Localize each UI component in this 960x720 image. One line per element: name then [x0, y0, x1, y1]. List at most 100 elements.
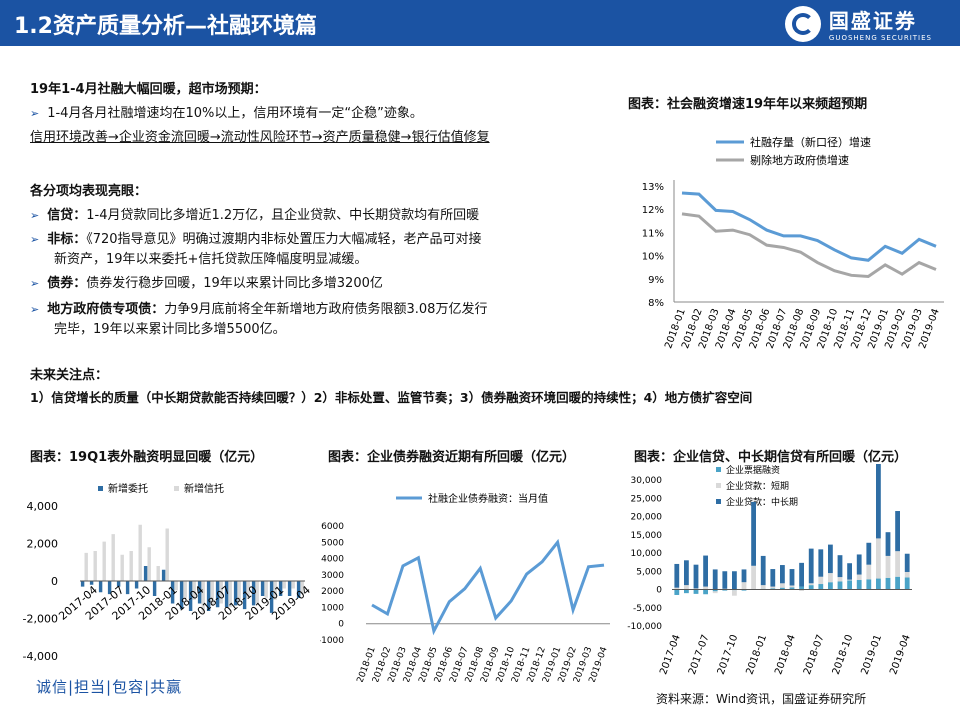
bar-3: [828, 544, 833, 574]
bar-2: [856, 574, 862, 581]
bar-2: [703, 586, 708, 590]
bar-1: [296, 581, 301, 598]
bar-2: [751, 565, 756, 590]
chart2-offbalance-financing: 新增委托 新增信托-4,000-2,00002,0004,0002017-0420…: [23, 482, 310, 663]
bar-2: [847, 579, 852, 581]
bar-1: [818, 584, 824, 590]
data-source: 资料来源：Wind资讯，国盛证券研究所: [656, 692, 867, 706]
bar-1: [780, 587, 785, 590]
bar-2: [770, 586, 776, 589]
bar-3: [808, 548, 814, 584]
x-tick-label: 2017-04: [658, 633, 683, 676]
legend-label: 剔除地方政府债增速: [750, 153, 849, 167]
x-tick-label: 2017-10: [716, 633, 741, 676]
bar-3: [693, 564, 699, 589]
bullet-nonstandard: ➢ 非标：《720指导意见》明确过渡期内非标处置压力大幅减轻，老产品可对接: [30, 232, 482, 247]
company-motto: 诚信|担当|包容|共赢: [36, 678, 183, 696]
bullet-arrow-icon: ➢: [30, 303, 40, 316]
bar-1: [89, 581, 94, 585]
bullet-local-gov-bond-cont: 完毕，19年以来累计同比多增5500亿。: [54, 322, 286, 337]
bar-1: [98, 581, 103, 593]
legend-label: 企业贷款：中长期: [726, 496, 798, 508]
logo-name-en: GUOSHENG SECURITIES: [828, 34, 932, 42]
bar-1: [197, 581, 202, 604]
bar-2: [904, 571, 910, 578]
bullet-bond: ➢ 债券：债券发行稳步回暖，19年以来累计同比多增3200亿: [30, 276, 383, 291]
bar-2: [291, 581, 295, 589]
y-tick-label: 8%: [648, 298, 664, 309]
bar-1: [287, 581, 292, 596]
bar-3: [674, 563, 680, 588]
bar-2: [219, 581, 223, 604]
bar-1: [741, 589, 747, 591]
y-tick-label: 13%: [642, 182, 664, 193]
bar-2: [684, 585, 689, 590]
y-tick-label: 4000: [321, 555, 344, 565]
bar-2: [138, 524, 142, 581]
chart2-title: 图表：19Q1表外融资明显回暖（亿元）: [30, 450, 264, 465]
chart3-title: 图表：企业债券融资近期有所回暖（亿元）: [328, 450, 576, 465]
bar-2: [165, 528, 169, 581]
bar-1: [876, 578, 881, 590]
bar-1: [188, 581, 193, 611]
bar-2: [129, 551, 133, 581]
bar-2: [192, 581, 196, 600]
bar-1: [885, 577, 891, 590]
bar-2: [255, 581, 259, 604]
bar-2: [228, 581, 232, 608]
x-tick-label: 2018-07: [802, 633, 827, 676]
company-logo: 国盛证券 GUOSHENG SECURITIES: [784, 5, 932, 42]
y-tick-label: 15,000: [631, 531, 663, 541]
bar-1: [107, 581, 112, 595]
legend-swatch: [716, 499, 721, 504]
bar-3: [904, 553, 910, 572]
bar-1: [215, 581, 220, 608]
y-tick-label: 10%: [642, 252, 664, 263]
legend-label: 社融存量（新口径）增速: [750, 135, 871, 149]
bar-3: [751, 501, 756, 566]
bar-1: [143, 566, 148, 581]
y-tick-label: -1000: [320, 636, 344, 646]
bar-1: [808, 585, 814, 590]
bar-2: [895, 551, 900, 577]
bar-3: [684, 560, 689, 586]
bar-1: [856, 580, 862, 590]
bullet-arrow-icon: ➢: [30, 277, 40, 290]
logo-name: 国盛证券: [828, 9, 917, 33]
chart4-title: 图表：企业信贷、中长期信贷有所回暖（亿元）: [634, 450, 908, 465]
bar-3: [789, 569, 795, 586]
bar-2: [741, 582, 747, 590]
bullet-nonstandard-cont: 新资产，19年以来委托+信托贷款压降幅度明显减缓。: [54, 252, 368, 267]
bar-1: [828, 582, 833, 590]
bar-3: [722, 571, 728, 589]
bar-1: [278, 581, 283, 596]
bar-3: [866, 542, 872, 565]
bar-2: [760, 585, 766, 589]
y-tick-label: 3000: [321, 571, 344, 581]
bar-3: [847, 563, 852, 580]
bar-1: [80, 581, 85, 587]
bar-1: [722, 589, 728, 591]
legend-label: 企业贷款：短期: [726, 480, 789, 492]
bullet-local-gov-bond: ➢ 地方政府债专项债：力争9月底前将全年新增地方政府债务限额3.08万亿发行: [30, 302, 488, 317]
bar-3: [799, 562, 804, 587]
bar-1: [233, 581, 238, 606]
y-tick-label: 4,000: [27, 500, 59, 513]
x-tick-label: 2018-10: [831, 633, 856, 676]
y-tick-label: -2,000: [23, 613, 58, 626]
bar-2: [273, 581, 277, 600]
bar-1: [251, 581, 256, 606]
bar-2: [201, 581, 205, 613]
page-title: 1.2资产质量分析—社融环境篇: [14, 14, 317, 39]
bar-2: [84, 552, 88, 581]
bar-1: [260, 581, 265, 596]
y-tick-label: -10,000: [627, 622, 662, 632]
x-tick-label: 2017-07: [687, 633, 712, 676]
bar-3: [895, 511, 900, 552]
bar-2: [693, 588, 699, 590]
legend-swatch: [716, 467, 721, 472]
y-tick-label: 5000: [321, 538, 344, 548]
y-tick-label: -4,000: [23, 650, 58, 663]
y-tick-label: 1000: [321, 603, 344, 613]
